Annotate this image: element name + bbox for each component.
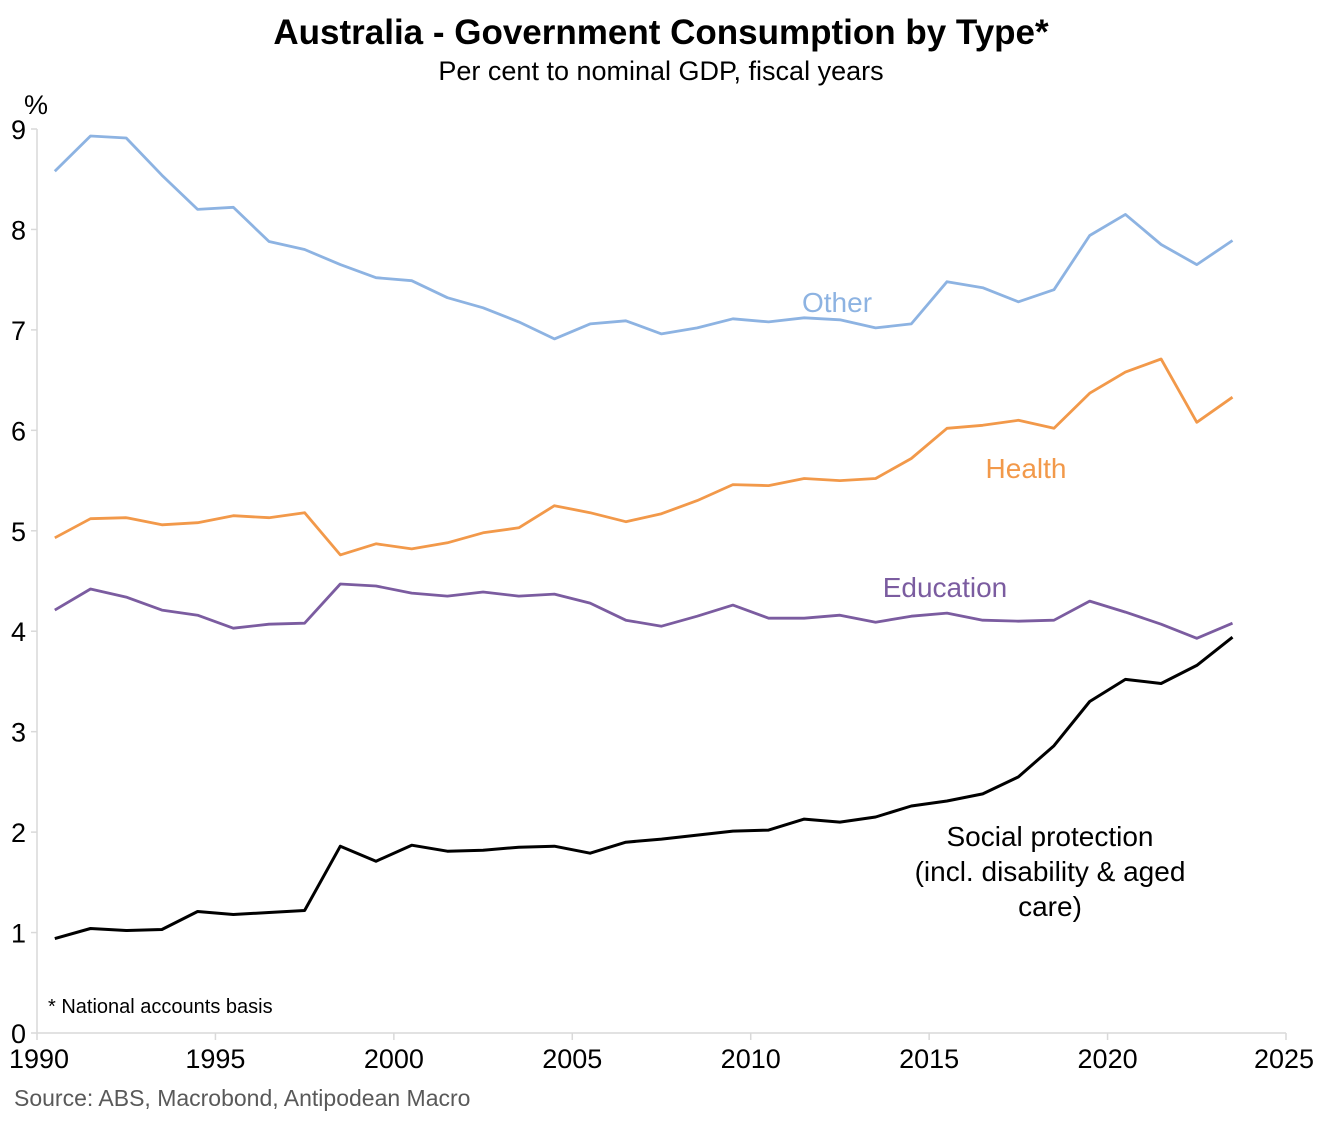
- series-social-protection-line: [54, 636, 1234, 941]
- y-axis-label: %: [24, 90, 48, 120]
- series-lines: [53, 134, 1234, 941]
- x-tick-label: 1990: [9, 1044, 69, 1074]
- x-axis: 1990 1995 2000 2005 2010 2015 2020 2025: [9, 1033, 1314, 1074]
- y-tick-label: 1: [11, 919, 26, 949]
- y-tick-label: 4: [11, 617, 26, 647]
- series-education-line: [54, 582, 1234, 640]
- label-health: Health: [986, 453, 1067, 484]
- series-other-line: [53, 134, 1234, 341]
- label-social-line2: (incl. disability & aged: [915, 856, 1186, 887]
- label-social-line3: care): [1018, 891, 1082, 922]
- x-tick-label: 1995: [185, 1044, 245, 1074]
- x-tick-label: 2020: [1078, 1044, 1138, 1074]
- source-note: Source: ABS, Macrobond, Antipodean Macro: [14, 1085, 470, 1111]
- label-social-line1: Social protection: [946, 821, 1153, 852]
- series-health-line: [54, 357, 1234, 557]
- y-tick-label: 8: [11, 215, 26, 245]
- y-tick-label: 0: [11, 1019, 26, 1049]
- chart-subtitle: Per cent to nominal GDP, fiscal years: [438, 56, 883, 86]
- y-tick-label: 5: [11, 517, 26, 547]
- x-tick-label: 2000: [364, 1044, 424, 1074]
- chart-title: Australia - Government Consumption by Ty…: [273, 13, 1049, 52]
- x-tick-label: 2010: [721, 1044, 781, 1074]
- y-axis: 0 1 2 3 4 5 6 7 8 9: [11, 115, 37, 1049]
- y-tick-label: 9: [11, 115, 26, 145]
- x-tick-label: 2015: [899, 1044, 959, 1074]
- footnote: * National accounts basis: [48, 996, 273, 1018]
- y-tick-label: 3: [11, 718, 26, 748]
- x-tick-label: 2025: [1254, 1044, 1314, 1074]
- label-other: Other: [802, 287, 872, 318]
- x-tick-label: 2005: [542, 1044, 602, 1074]
- label-education: Education: [883, 572, 1008, 603]
- y-tick-label: 2: [11, 818, 26, 848]
- y-tick-label: 6: [11, 416, 26, 446]
- y-tick-label: 7: [11, 316, 26, 346]
